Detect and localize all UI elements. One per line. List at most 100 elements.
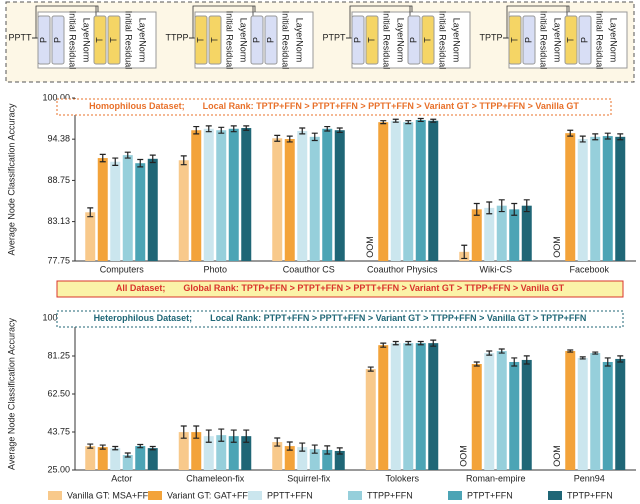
error-bar [274, 437, 281, 447]
banner-rank: Local Rank: PTPT+FFN > PPTT+FFN > Varian… [210, 313, 586, 323]
bar [378, 122, 389, 261]
bar [428, 120, 439, 261]
error-bar [137, 158, 144, 168]
error-bar [592, 133, 599, 141]
legend-swatch [48, 491, 62, 500]
bar [615, 358, 626, 470]
error-bar [180, 425, 187, 439]
error-bar [579, 135, 586, 143]
legend-swatch [348, 491, 362, 500]
module-label: Initial Residual [595, 11, 605, 70]
block-label: PTPT [322, 32, 346, 42]
bar [521, 205, 532, 261]
error-bar [417, 340, 424, 346]
bar [284, 446, 295, 470]
x-tick-label: Coauthor CS [283, 264, 335, 274]
bar [590, 136, 601, 261]
banner-rank: Local Rank: TPTP+FFN > PTPT+FFN > PPTT+F… [203, 101, 580, 111]
y-axis-label: Average Node Classification Accuracy [6, 318, 16, 470]
unit-label: P [579, 37, 589, 43]
banner [56, 280, 624, 298]
block-label: PPTT [8, 32, 32, 42]
error-bar [604, 132, 611, 140]
unit [508, 15, 522, 65]
bar [565, 351, 576, 470]
block-label: TPTP [479, 32, 502, 42]
bar [322, 449, 333, 470]
error-bar [567, 349, 574, 353]
unit-label: T [108, 37, 118, 43]
error-bar [99, 153, 106, 163]
unit [351, 15, 365, 65]
module-label: Initial Residual [382, 11, 392, 70]
error-bar [617, 355, 624, 363]
error-bar [137, 443, 144, 449]
unit [564, 15, 578, 65]
error-bar [380, 120, 387, 125]
unit-label: T [422, 37, 432, 43]
error-bar [473, 202, 480, 216]
x-tick-label: Penn94 [574, 473, 605, 483]
error-bar [511, 357, 518, 367]
error-bar [99, 444, 106, 450]
y-tick-label: 62.50 [47, 388, 70, 398]
banner [56, 98, 612, 116]
oom-label: OOM [552, 236, 562, 258]
unit [522, 15, 536, 65]
x-tick-label: Computers [100, 264, 145, 274]
bar [284, 139, 295, 261]
x-tick-label: Facebook [569, 264, 609, 274]
bar [309, 449, 320, 470]
module-label: LayerNorm [82, 18, 92, 63]
bar [471, 364, 482, 470]
bar [390, 120, 401, 261]
y-tick-label: 100.00 [42, 312, 70, 322]
unit [421, 15, 435, 65]
y-tick-label: 88.75 [47, 175, 70, 185]
legend-swatch [248, 491, 262, 500]
error-bar [218, 126, 225, 134]
bar [191, 432, 202, 470]
error-bar [87, 443, 94, 449]
bar [496, 205, 507, 261]
bar [484, 207, 495, 261]
bar [509, 361, 520, 470]
module-label: Initial Residual [68, 11, 78, 70]
bar [228, 128, 239, 261]
unit-label: T [195, 37, 205, 43]
banner [56, 310, 624, 328]
error-bar [243, 429, 250, 443]
error-bar [243, 125, 250, 131]
error-bar [430, 339, 437, 347]
bar [85, 446, 96, 470]
bar [203, 128, 214, 261]
y-tick-label: 77.75 [47, 255, 70, 265]
unit [93, 15, 107, 65]
bar [97, 447, 108, 470]
legend-swatch [448, 491, 462, 500]
bar [590, 353, 601, 470]
error-bar [324, 125, 331, 132]
legend-label: PTPT+FFN [467, 490, 513, 500]
error-bar [193, 425, 200, 439]
block-label: TTPP [165, 32, 188, 42]
unit [51, 15, 65, 65]
bar [615, 136, 626, 261]
error-bar [87, 207, 94, 218]
module-label: LayerNorm [295, 18, 305, 63]
error-bar [311, 444, 318, 454]
x-tick-label: Photo [203, 264, 227, 274]
bar [228, 436, 239, 470]
bar [365, 369, 376, 470]
error-bar [461, 244, 468, 260]
legend-label: PPTT+FFN [267, 490, 313, 500]
bar [178, 160, 189, 261]
error-bar [430, 118, 437, 123]
error-bar [336, 447, 343, 455]
bar [309, 136, 320, 261]
unit-label: P [251, 37, 261, 43]
banner-dataset: All Dataset; [116, 283, 166, 293]
error-bar [124, 452, 131, 458]
legend-label: TPTP+FFN [567, 490, 613, 500]
